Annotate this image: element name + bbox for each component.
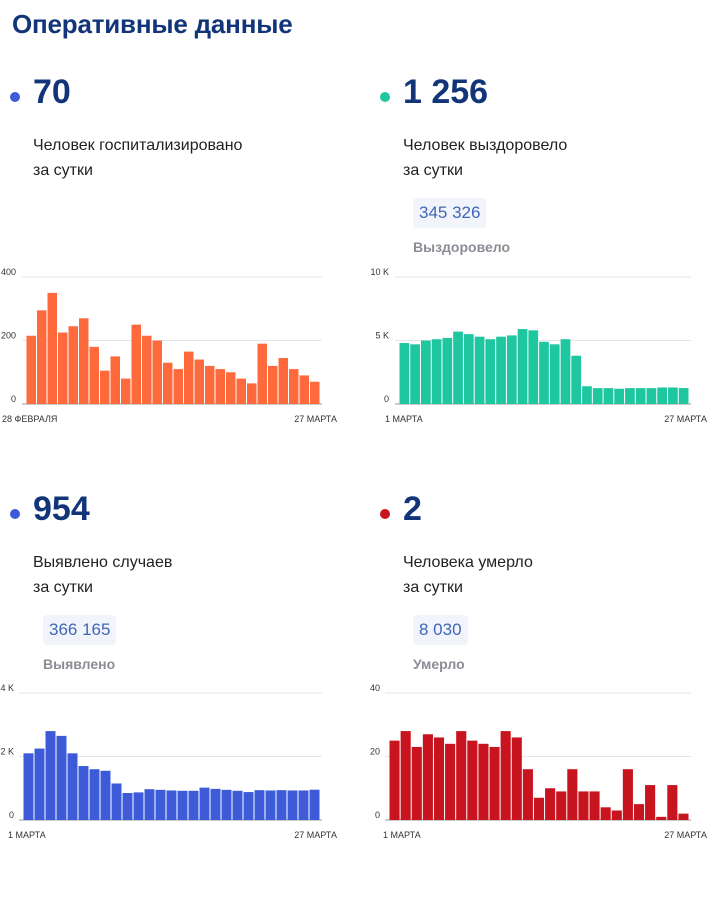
stat-description-line1: Человек выздоровело <box>403 137 568 154</box>
total-label: Выздоровело <box>413 239 511 255</box>
y-tick-label: 20 <box>370 747 380 757</box>
y-tick-label: 40 <box>370 683 380 693</box>
total-badge: 366 165 <box>43 615 117 645</box>
page-title: Оперативные данные <box>12 9 293 39</box>
stat-description-line1: Человека умерло <box>403 554 533 571</box>
stat-description: Человека умерло за сутки <box>403 550 703 600</box>
stat-value: 1 256 <box>403 73 489 111</box>
stat-panel-cases: 954 Выявлено случаев за сутки 366 165 Вы… <box>10 490 350 912</box>
stat-description: Человек выздоровело за сутки <box>403 133 703 183</box>
total-badge: 8 030 <box>413 615 468 645</box>
total-badge: 345 326 <box>413 198 487 228</box>
stat-description-line2: за сутки <box>33 579 93 596</box>
stat-description-line1: Выявлено случаев <box>33 554 173 571</box>
bullet-dot-icon <box>380 92 390 102</box>
stat-description-line1: Человек госпитализировано <box>33 137 243 154</box>
stat-description: Человек госпитализировано за сутки <box>33 133 333 183</box>
total-label: Выявлено <box>43 656 116 672</box>
stat-panel-hospitalized: 70 Человек госпитализировано за сутки <box>10 73 350 495</box>
stat-description-line2: за сутки <box>33 162 93 179</box>
stat-value: 954 <box>33 490 90 528</box>
stat-description-line2: за сутки <box>403 162 463 179</box>
bullet-dot-icon <box>10 92 20 102</box>
stat-panel-recovered: 1 256 Человек выздоровело за сутки 345 3… <box>380 73 714 495</box>
stat-value: 70 <box>33 73 71 111</box>
total-label: Умерло <box>413 656 465 672</box>
stat-value: 2 <box>403 490 422 528</box>
bullet-dot-icon <box>10 509 20 519</box>
stat-description: Выявлено случаев за сутки <box>33 550 333 600</box>
bullet-dot-icon <box>380 509 390 519</box>
stat-description-line2: за сутки <box>403 579 463 596</box>
stat-panel-deaths: 2 Человека умерло за сутки 8 030 Умерло <box>380 490 714 912</box>
